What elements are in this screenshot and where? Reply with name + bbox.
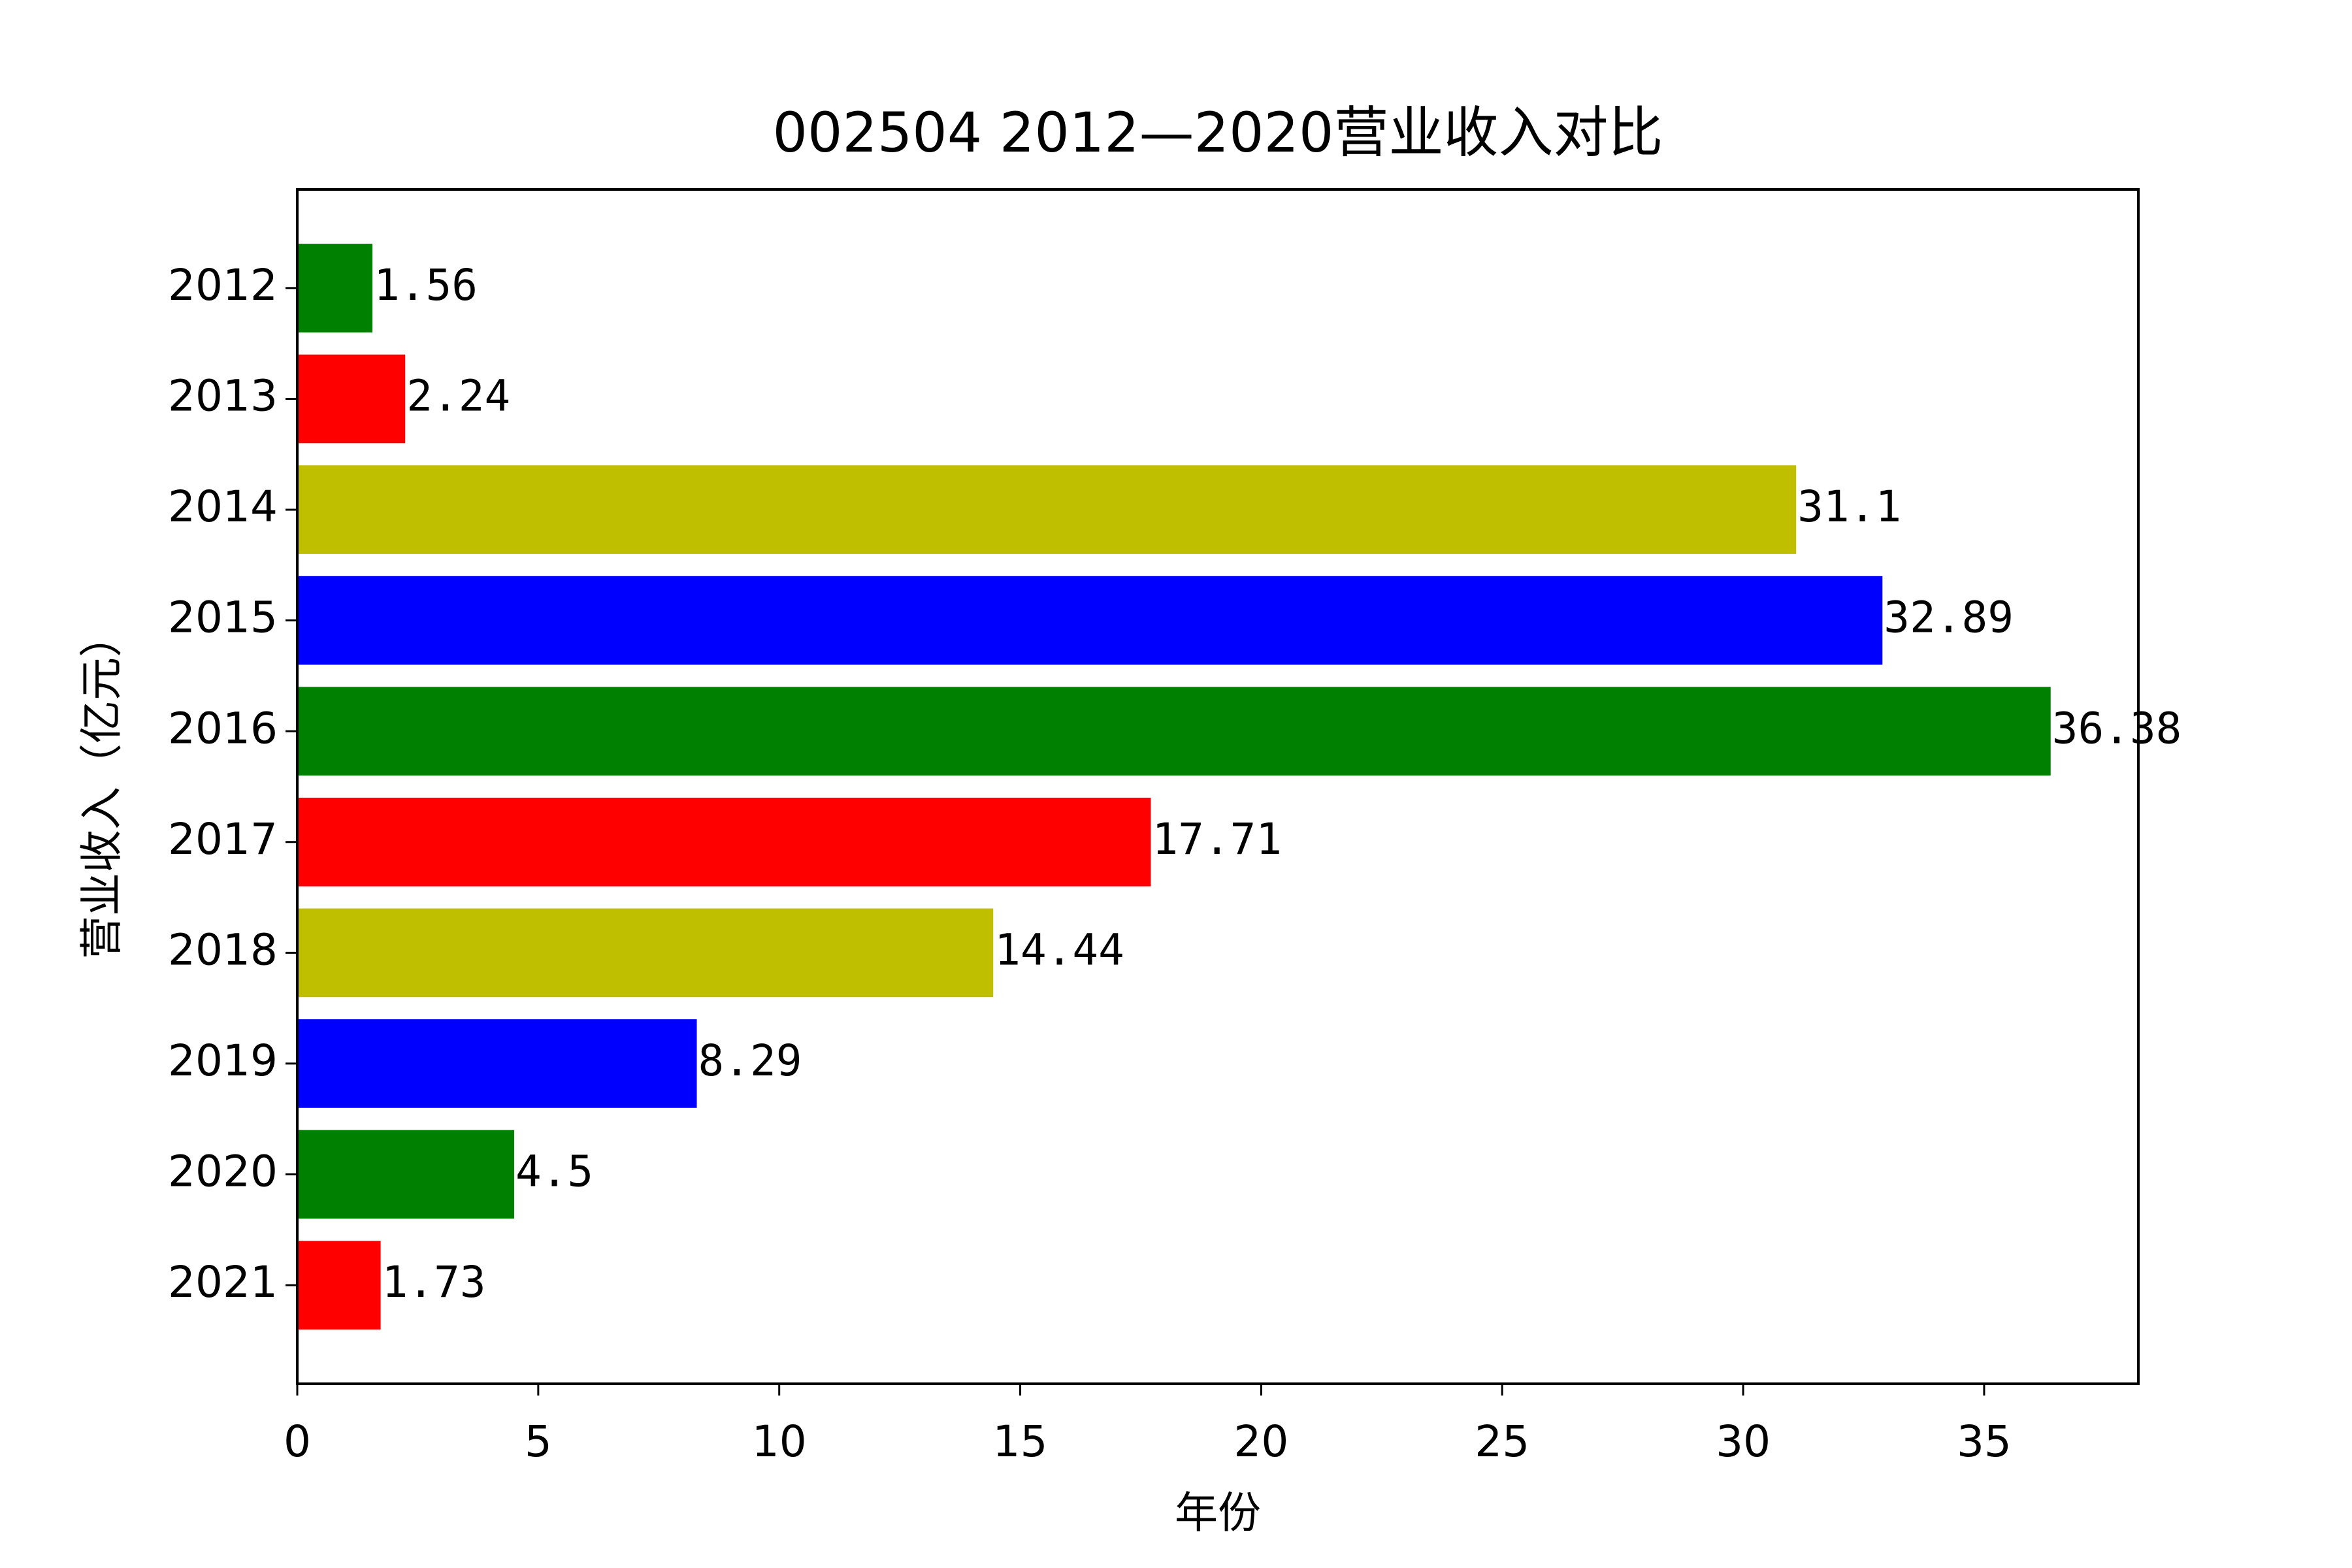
y-tick-label: 2012 [168,260,278,310]
x-tick-label: 5 [525,1416,552,1467]
y-tick-label: 2018 [168,924,278,975]
bar [297,1019,697,1108]
x-tick-label: 0 [284,1416,311,1467]
y-tick-label: 2021 [168,1257,278,1307]
y-tick-label: 2015 [168,593,278,643]
value-label: 2.24 [406,371,510,421]
y-tick-label: 2017 [168,814,278,864]
bar [297,1241,381,1330]
x-axis-label: 年份 [1175,1488,1261,1538]
bar [297,1130,514,1219]
x-tick-label: 30 [1716,1416,1771,1467]
x-tick-label: 35 [1957,1416,2012,1467]
x-tick-label: 25 [1475,1416,1529,1467]
value-label: 1.73 [382,1257,486,1307]
bar [297,244,373,333]
x-tick-label: 20 [1233,1416,1288,1467]
x-tick-label: 10 [752,1416,807,1467]
bar [297,354,406,444]
value-label: 31.1 [1797,482,1901,532]
value-label: 8.29 [698,1036,802,1086]
bar [297,576,1883,665]
y-axis-label: 营业收入（亿元） [76,614,127,959]
plot-frame [296,188,2140,1385]
value-label: 17.71 [1152,814,1282,864]
bar [297,687,2051,776]
value-label: 4.5 [515,1147,593,1197]
value-label: 1.56 [374,260,478,310]
bar [297,465,1797,554]
y-tick-label: 2014 [168,482,278,532]
y-tick-label: 2013 [168,371,278,421]
bar [297,908,994,998]
value-label: 32.89 [1884,593,2014,643]
value-label: 36.38 [2052,703,2182,753]
x-tick-label: 15 [993,1416,1048,1467]
chart-title: 002504 2012—2020营业收入对比 [773,101,1663,165]
bar [297,797,1151,887]
y-tick-label: 2020 [168,1147,278,1197]
value-label: 14.44 [994,924,1124,975]
y-tick-label: 2019 [168,1036,278,1086]
y-tick-label: 2016 [168,703,278,753]
